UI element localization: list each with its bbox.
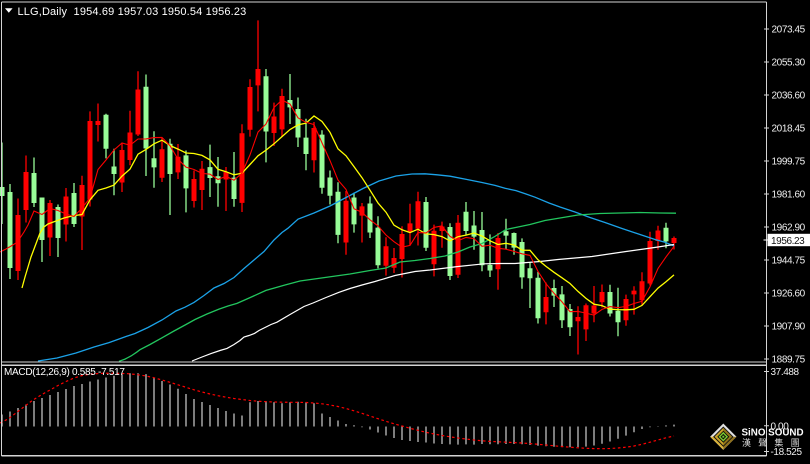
svg-text:2036.60: 2036.60 bbox=[772, 91, 806, 102]
svg-text:1999.75: 1999.75 bbox=[772, 157, 806, 168]
svg-text:MACD(12,26,9) 0.585 -7.517: MACD(12,26,9) 0.585 -7.517 bbox=[4, 367, 125, 378]
svg-text:SiNO SOUND: SiNO SOUND bbox=[742, 427, 804, 438]
svg-text:1907.90: 1907.90 bbox=[772, 322, 806, 333]
svg-text:漢聲集團: 漢聲集團 bbox=[742, 437, 807, 448]
svg-text:2055.30: 2055.30 bbox=[772, 58, 806, 69]
svg-text:1981.60: 1981.60 bbox=[772, 190, 806, 201]
svg-text:37.488: 37.488 bbox=[771, 367, 800, 378]
svg-text:-18.525: -18.525 bbox=[771, 447, 803, 458]
svg-text:LLG,Daily 1954.69 1957.03 195: LLG,Daily 1954.69 1957.03 1950.54 1956.2… bbox=[18, 6, 247, 18]
svg-text:2018.45: 2018.45 bbox=[772, 124, 806, 135]
svg-text:1926.60: 1926.60 bbox=[772, 289, 806, 300]
svg-text:1962.90: 1962.90 bbox=[772, 223, 806, 234]
svg-text:1944.75: 1944.75 bbox=[772, 256, 806, 267]
svg-text:1889.75: 1889.75 bbox=[772, 355, 806, 366]
svg-text:2073.45: 2073.45 bbox=[772, 25, 806, 36]
svg-text:1956.23: 1956.23 bbox=[771, 236, 805, 247]
